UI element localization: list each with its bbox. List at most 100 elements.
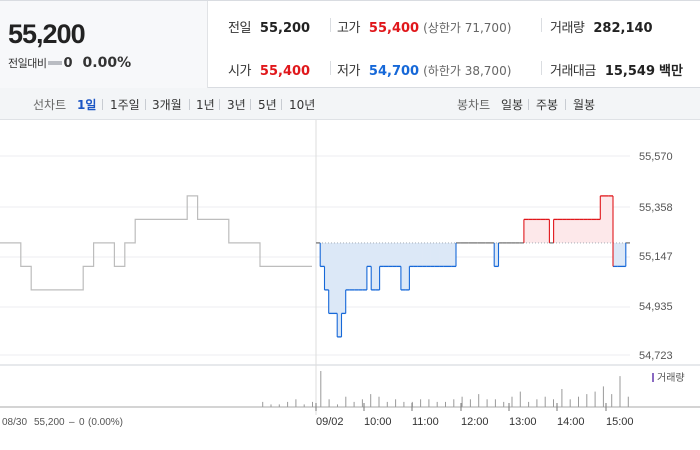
period-1y[interactable]: 1년 bbox=[196, 98, 215, 112]
volume-bar bbox=[312, 401, 313, 407]
volume-bar bbox=[353, 401, 355, 407]
high-value: 55,400 bbox=[368, 21, 420, 36]
volume-bar bbox=[320, 371, 322, 407]
up-area-fill bbox=[591, 219, 597, 243]
up-area-fill bbox=[570, 219, 576, 243]
divider bbox=[330, 61, 331, 75]
up-area-fill bbox=[557, 219, 563, 243]
current-price-box: 55,200 전일대비 0 0.00% bbox=[0, 1, 208, 88]
volume-bar bbox=[528, 401, 530, 407]
volume-label: 거래량 bbox=[550, 21, 585, 36]
down-area-fill bbox=[366, 242, 372, 267]
volume-bar bbox=[278, 404, 280, 407]
price-lines bbox=[0, 195, 630, 338]
period-10y[interactable]: 10년 bbox=[289, 98, 316, 112]
divider bbox=[145, 99, 146, 110]
divider bbox=[565, 99, 566, 110]
down-area-fill bbox=[613, 242, 618, 267]
candle-monthly[interactable]: 월봉 bbox=[573, 98, 596, 112]
open-value: 55,400 bbox=[259, 64, 311, 79]
period-1d[interactable]: 1일 bbox=[77, 98, 97, 112]
prev-day-line bbox=[0, 195, 312, 291]
y-tick-label: 55,570 bbox=[639, 151, 673, 163]
amount-unit: 백만 bbox=[659, 64, 683, 79]
divider bbox=[250, 99, 251, 110]
candle-weekly[interactable]: 주봉 bbox=[536, 98, 559, 112]
down-area-fill bbox=[383, 242, 389, 267]
down-area-fill bbox=[617, 242, 622, 267]
down-area-fill bbox=[388, 242, 393, 267]
volume-bar bbox=[494, 399, 496, 407]
high-item: 고가 55,400 (상한가 71,700) bbox=[337, 17, 511, 36]
high-label: 고가 bbox=[337, 21, 360, 36]
down-area-fill bbox=[375, 242, 380, 290]
volume-bar bbox=[436, 401, 438, 407]
area-fills bbox=[320, 195, 627, 337]
period-5y[interactable]: 5년 bbox=[258, 98, 277, 112]
volume-bar bbox=[370, 394, 372, 407]
volume-bar bbox=[461, 396, 463, 407]
current-price: 55,200 bbox=[8, 19, 86, 49]
volume-bar bbox=[386, 401, 388, 407]
prev-close-item: 전일 55,200 bbox=[228, 17, 310, 36]
down-area-fill bbox=[392, 242, 397, 267]
footer-prev-day-summary: 08/30 55,200 – 0 (0.00%) bbox=[2, 417, 123, 428]
volume-legend-swatch bbox=[652, 373, 654, 382]
prev-close-value: 55,200 bbox=[259, 21, 311, 36]
down-area-fill bbox=[447, 242, 453, 267]
up-area-fill bbox=[553, 219, 559, 243]
up-area-fill bbox=[545, 219, 550, 243]
up-area-fill bbox=[562, 219, 567, 243]
down-area-fill bbox=[409, 242, 414, 267]
divider bbox=[189, 99, 190, 110]
down-area-fill bbox=[362, 242, 368, 290]
down-area-fill bbox=[358, 242, 363, 290]
footer-rate: (0.00%) bbox=[88, 417, 123, 428]
period-1w[interactable]: 1주일 bbox=[110, 98, 140, 112]
up-area-fill bbox=[579, 219, 584, 243]
volume-bar bbox=[486, 399, 488, 407]
lower-limit: (하한가 38,700) bbox=[423, 64, 512, 78]
volume-item: 거래량 282,140 bbox=[550, 17, 653, 36]
y-tick-label: 54,723 bbox=[639, 350, 673, 362]
y-tick-label: 55,358 bbox=[639, 202, 673, 214]
volume-bar bbox=[428, 399, 430, 407]
volume-bar bbox=[569, 399, 571, 407]
down-area-fill bbox=[400, 242, 406, 290]
volume-bar bbox=[361, 399, 363, 407]
volume-bar bbox=[553, 399, 554, 407]
up-area-fill bbox=[523, 219, 529, 243]
down-area-fill bbox=[333, 242, 338, 314]
volume-bar bbox=[345, 396, 347, 407]
down-area-fill bbox=[345, 242, 351, 290]
down-area-fill bbox=[320, 242, 325, 267]
open-item: 시가 55,400 bbox=[228, 60, 310, 79]
footer-change: 0 bbox=[79, 417, 85, 428]
down-area-fill bbox=[371, 242, 376, 290]
volume-bar bbox=[270, 404, 272, 407]
footer-dash: – bbox=[69, 417, 75, 428]
volume-bar bbox=[578, 396, 579, 407]
change-label: 전일대비 bbox=[8, 57, 47, 70]
volume-bar bbox=[503, 401, 505, 407]
x-tick-label: 12:00 bbox=[461, 416, 489, 428]
upper-limit: (상한가 71,700) bbox=[423, 21, 512, 35]
amount-item: 거래대금 15,549 백만 bbox=[550, 60, 683, 79]
down-area-fill bbox=[494, 242, 499, 267]
x-tick-label: 09/02 bbox=[316, 416, 344, 428]
down-area-fill bbox=[621, 242, 627, 267]
down-area-fill bbox=[413, 242, 419, 267]
change-value: 0 bbox=[63, 55, 73, 71]
volume-bar bbox=[420, 399, 422, 407]
period-3y[interactable]: 3년 bbox=[227, 98, 246, 112]
up-area-fill bbox=[596, 219, 601, 243]
candle-daily[interactable]: 일봉 bbox=[501, 98, 524, 112]
price-chart[interactable]: 55,570 55,358 55,147 54,935 54,723 거래량 0… bbox=[0, 120, 700, 450]
divider bbox=[102, 99, 103, 110]
up-area-fill bbox=[574, 219, 580, 243]
period-3m[interactable]: 3개월 bbox=[152, 98, 182, 112]
up-area-fill bbox=[532, 219, 537, 243]
x-tick-label: 10:00 bbox=[364, 416, 392, 428]
x-axis-ticks: 09/02 10:00 11:00 12:00 13:00 14:00 15:0… bbox=[315, 403, 634, 428]
volume-bar bbox=[586, 394, 588, 407]
